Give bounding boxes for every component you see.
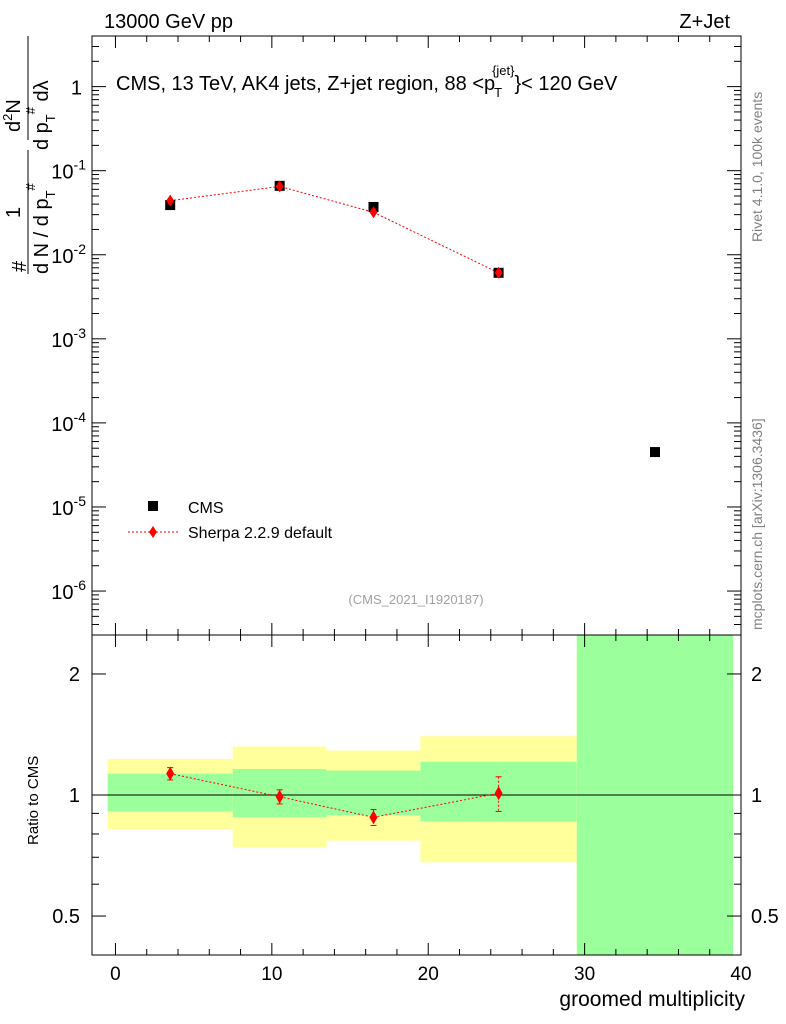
sherpa-point (166, 194, 175, 207)
ratio-point (275, 789, 284, 804)
y-tick-label: 10-6 (51, 577, 86, 604)
rivet-label: Rivet 4.1.0, 100k events (749, 92, 765, 242)
band-inner-2 (326, 770, 421, 816)
legend: CMS Sherpa 2.2.9 default (128, 500, 333, 542)
ratio-point (494, 786, 503, 801)
legend-sherpa-marker (149, 526, 157, 538)
x-tick-label: 10 (261, 964, 282, 985)
y-tick-label: 10-4 (51, 409, 86, 436)
sherpa-points (166, 180, 503, 279)
y-tick-label: 10-3 (51, 325, 86, 352)
y-tick-label: 10-2 (51, 241, 86, 268)
lower-y-axis-label: Ratio to CMS (25, 756, 42, 845)
upper-y-axis-label: # 1 d N / d pT# d2N d pT# dλ (0, 36, 58, 274)
chart-title: CMS, 13 TeV, AK4 jets, Z+jet region, 88 … (116, 63, 618, 100)
sherpa-point (275, 180, 284, 193)
ylabel-deriv-top: d2N (0, 99, 25, 132)
x-axis-label: groomed multiplicity (559, 988, 745, 1011)
mc-connecting-line (170, 185, 499, 274)
ylabel-hash: # (9, 260, 31, 272)
ratio-point (166, 766, 175, 781)
sherpa-point (369, 206, 378, 219)
x-tick-label: 0 (110, 964, 121, 985)
x-tick-label: 30 (574, 964, 595, 985)
ratio-points (166, 766, 503, 826)
header-left: 13000 GeV pp (104, 11, 233, 33)
title-sub: T (494, 85, 502, 100)
sherpa-point (494, 266, 503, 279)
ratio-y-tick-label-right: 1 (751, 785, 762, 807)
ratio-y-tick-label-right: 2 (751, 664, 762, 686)
legend-cms-marker (148, 501, 158, 511)
analysis-tag: (CMS_2021_I1920187) (348, 592, 483, 607)
y-tick-label: 10-1 (51, 157, 86, 184)
axis-ticks: 0 10 20 30 40 10-6 10-5 10-4 10-3 10-2 10-1 1 0.5 0.5… (51, 35, 779, 985)
ratio-y-tick-label: 1 (69, 785, 80, 807)
x-tick-label: 40 (730, 964, 751, 985)
title-sup: {jet} (492, 63, 515, 78)
header-right: Z+Jet (679, 11, 730, 33)
cms-data-points (165, 180, 660, 458)
sherpa-line (170, 185, 499, 274)
upper-plot-frame (91, 35, 742, 636)
ylabel-frac-top: 1 (3, 207, 25, 218)
ratio-point (369, 810, 378, 825)
legend-cms-label: CMS (188, 500, 224, 517)
ratio-y-tick-label: 2 (69, 664, 80, 686)
y-tick-label: 1 (71, 78, 82, 100)
legend-sherpa-label: Sherpa 2.2.9 default (188, 525, 333, 542)
ratio-y-tick-label: 0.5 (52, 906, 80, 928)
ratio-y-tick-label-right: 0.5 (751, 906, 779, 928)
x-tick-label: 20 (418, 964, 439, 985)
cms-point (649, 447, 660, 458)
mcplots-label: mcplots.cern.ch [arXiv:1306.3436] (749, 418, 765, 630)
y-tick-label: 10-5 (51, 493, 86, 520)
